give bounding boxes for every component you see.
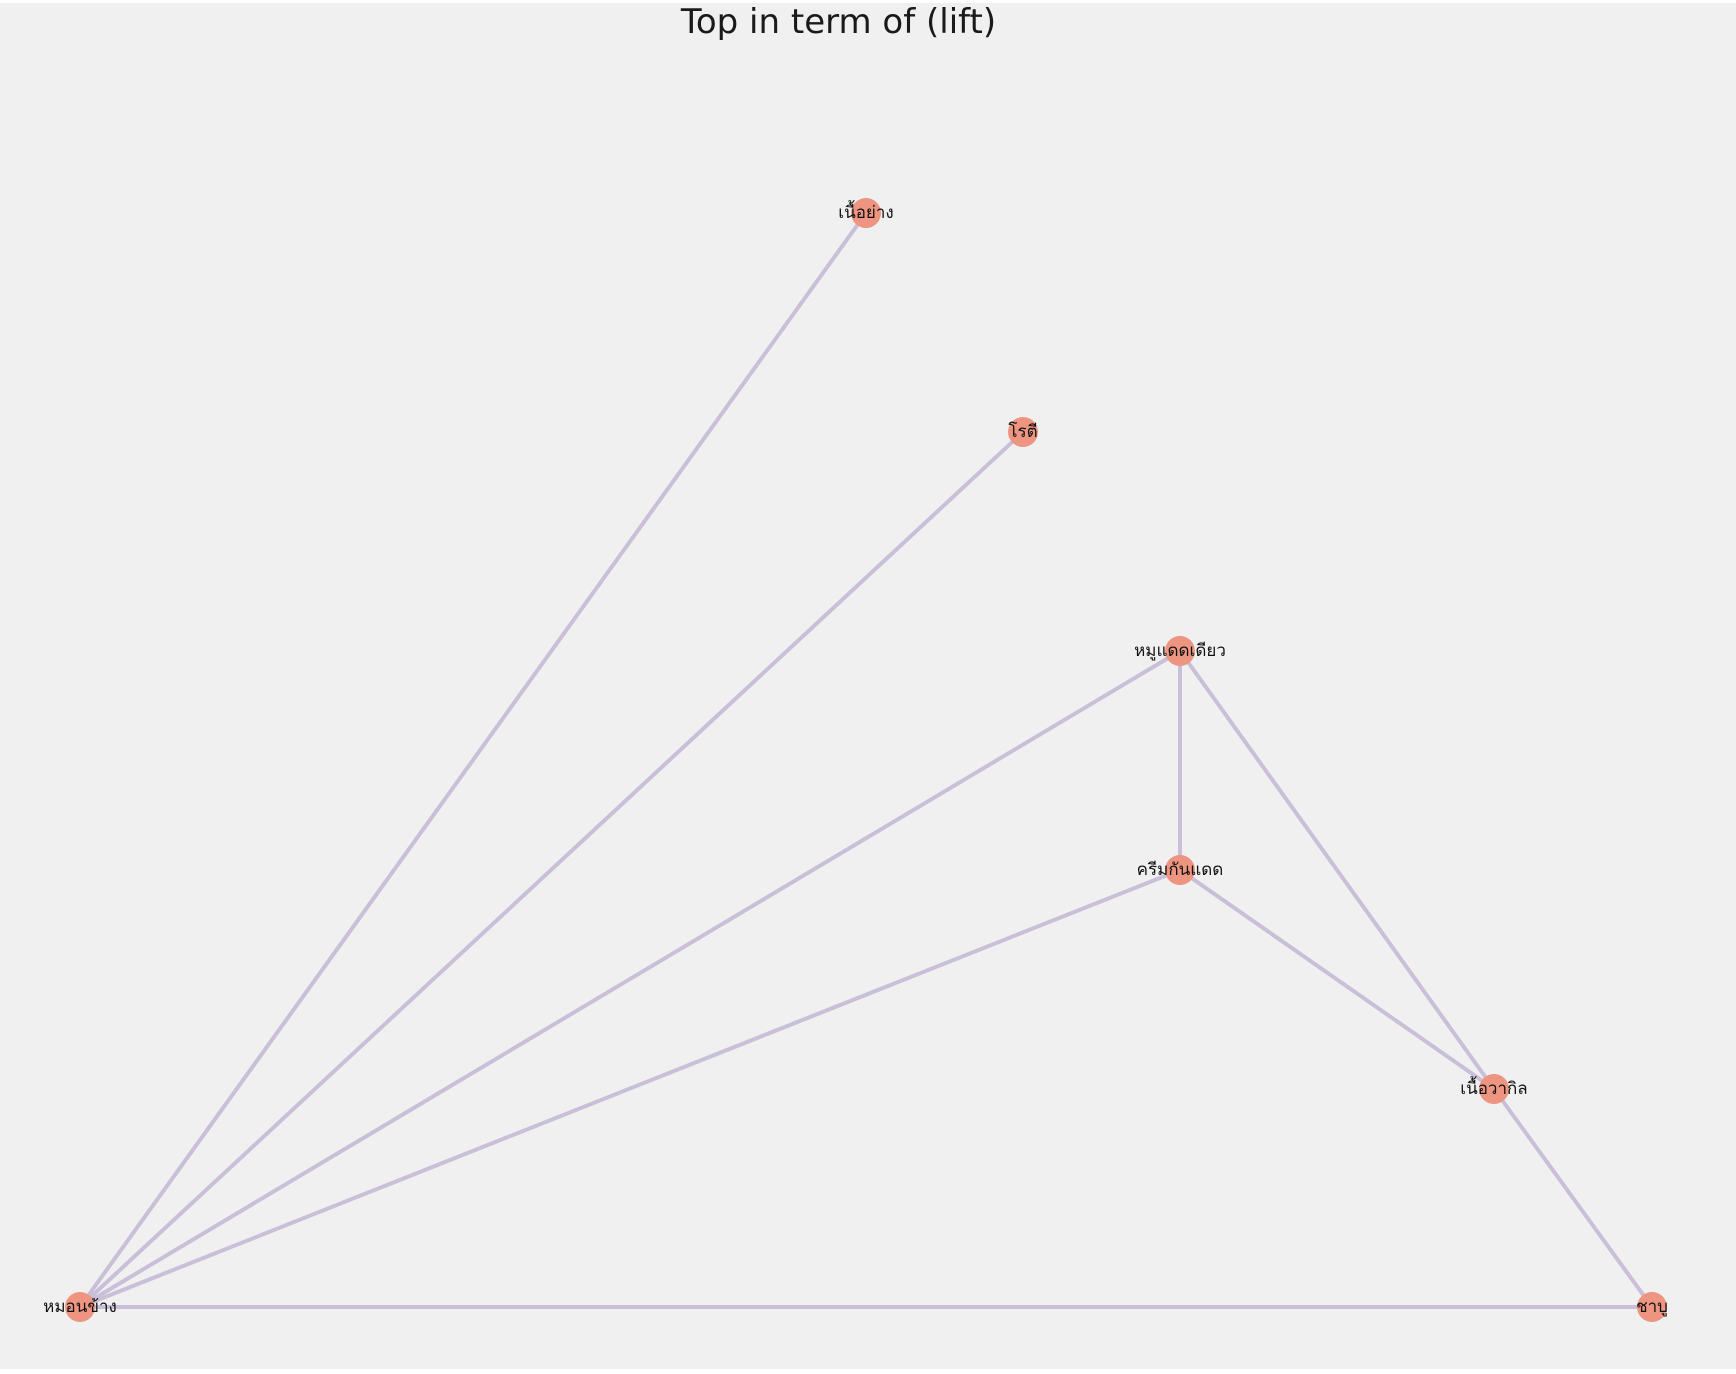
node-label: หมอนข้าง bbox=[43, 1297, 117, 1317]
graph-edge bbox=[78, 430, 1025, 1309]
graph-edge bbox=[1492, 1087, 1654, 1309]
graph-node: เนื้อย่าง bbox=[838, 198, 894, 228]
graph-edge bbox=[78, 211, 868, 1309]
node-dot bbox=[851, 198, 881, 228]
node-dot bbox=[1008, 417, 1038, 447]
graph-node: หมูแดดเดียว bbox=[1134, 636, 1226, 666]
node-dot bbox=[1479, 1074, 1509, 1104]
node-label: โรตี bbox=[1008, 421, 1037, 442]
chart-title: Top in term of (lift) bbox=[680, 2, 997, 42]
graph-edge bbox=[78, 649, 1182, 1309]
edges-layer bbox=[78, 211, 1654, 1309]
graph-edge bbox=[1178, 649, 1496, 1091]
node-dot bbox=[1165, 636, 1195, 666]
graph-node: ชาบู bbox=[1636, 1292, 1668, 1322]
node-dot bbox=[65, 1292, 95, 1322]
node-label: หมูแดดเดียว bbox=[1134, 641, 1226, 661]
node-label: เนื้อวากิล bbox=[1460, 1076, 1527, 1099]
nodes-layer: เนื้อย่างโรตีหมูแดดเดียวครีมกันแดดเนื้อว… bbox=[43, 198, 1668, 1322]
graph-edge bbox=[1178, 868, 1496, 1091]
node-label: ชาบู bbox=[1636, 1297, 1668, 1317]
node-dot bbox=[1637, 1292, 1667, 1322]
node-label: เนื้อย่าง bbox=[838, 200, 893, 223]
node-label: ครีมกันแดด bbox=[1137, 860, 1224, 880]
graph-canvas bbox=[0, 3, 1736, 1369]
graph-edge bbox=[78, 868, 1182, 1309]
graph-node: โรตี bbox=[1008, 417, 1038, 447]
graph-node: ครีมกันแดด bbox=[1137, 855, 1224, 885]
node-dot bbox=[1165, 855, 1195, 885]
graph-node: หมอนข้าง bbox=[43, 1292, 117, 1322]
graph-node: เนื้อวากิล bbox=[1460, 1074, 1528, 1104]
